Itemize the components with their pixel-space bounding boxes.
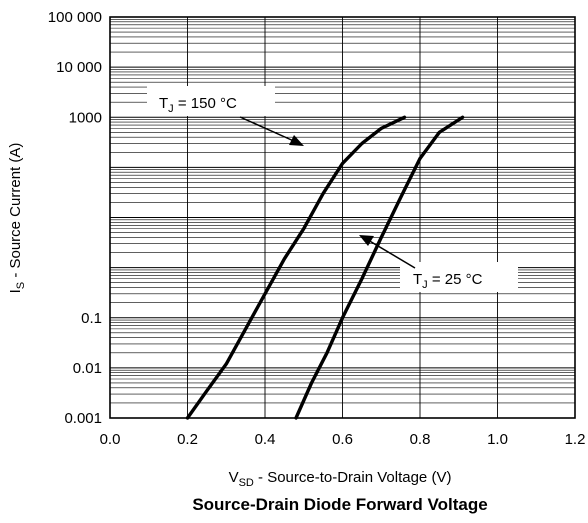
series-label-25c-sub: J — [422, 279, 428, 291]
series-label-150c-main: T — [159, 95, 168, 112]
y-axis-title: IS - Source Current (A) — [7, 143, 27, 294]
x-axis-title-main: V — [229, 469, 239, 486]
series-label-150c-text: TJ = 150 °C — [159, 95, 237, 115]
x-axis-title-rest: - Source-to-Drain Voltage (V) — [254, 469, 452, 486]
y-axis-title-main: I — [7, 289, 24, 293]
series-label-25c: TJ = 25 °C — [359, 235, 518, 292]
x-tick-label: 0.8 — [410, 431, 431, 448]
y-axis-title-rest: - Source Current (A) — [7, 143, 24, 282]
chart-grid — [109, 16, 576, 419]
y-tick-label: 0.001 — [64, 410, 102, 427]
x-axis-title-sub: SD — [239, 477, 254, 489]
series-label-25c-box — [400, 262, 518, 292]
x-tick-label: 0.2 — [177, 431, 198, 448]
series-label-150c-box — [147, 86, 275, 116]
series-label-25c-main: T — [413, 271, 422, 288]
x-tick-label: 1.0 — [487, 431, 508, 448]
x-tick-label: 0.6 — [332, 431, 353, 448]
x-tick-label: 1.2 — [565, 431, 586, 448]
y-tick-label: 0.1 — [81, 310, 102, 327]
series-line-25c — [294, 115, 465, 420]
series-label-25c-rest: = 25 °C — [428, 271, 483, 288]
series-label-150c-arrow — [239, 116, 297, 143]
series-label-150c: TJ = 150 °C — [147, 86, 304, 146]
tick-labels: 0.0 0.2 0.4 0.6 0.8 1.0 1.2 0.001 0.01 0.1 1000 10 … — [48, 9, 586, 448]
x-tick-label: 0.0 — [100, 431, 121, 448]
chart-curves — [185, 115, 465, 420]
y-tick-label: 10 000 — [56, 59, 102, 76]
series-line-150c — [185, 115, 407, 420]
y-axis-title-sub: S — [15, 282, 27, 289]
plot-frame — [109, 16, 576, 419]
series-label-25c-text: TJ = 25 °C — [413, 271, 483, 291]
y-tick-label: 100 000 — [48, 9, 102, 26]
series-label-150c-sub: J — [168, 103, 174, 115]
series-label-150c-rest: = 150 °C — [174, 95, 237, 112]
x-axis-title: VSD - Source-to-Drain Voltage (V) — [229, 469, 452, 489]
series-label-25c-arrowhead — [359, 235, 374, 246]
series-label-25c-arrow — [367, 239, 416, 269]
chart-title: Source-Drain Diode Forward Voltage — [192, 495, 487, 514]
y-tick-label: 0.01 — [73, 360, 102, 377]
x-tick-label: 0.4 — [255, 431, 276, 448]
series-label-150c-arrowhead — [289, 135, 304, 146]
y-tick-label: 1000 — [69, 109, 102, 126]
